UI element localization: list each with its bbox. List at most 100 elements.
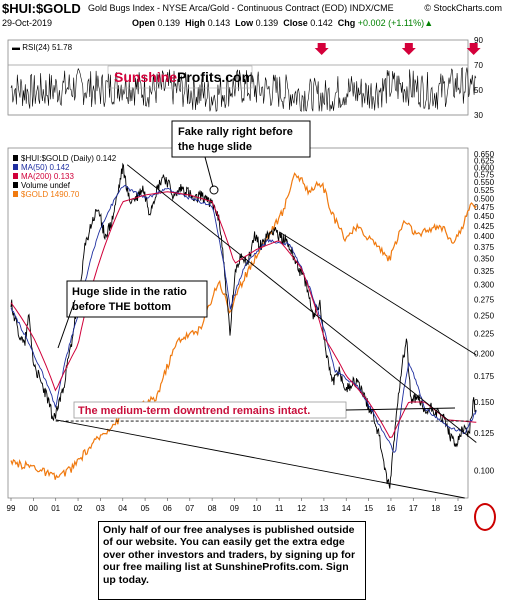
huge-slide-pointer [57,299,76,349]
legend-entry-4: $GOLD 1490.70 [21,190,80,199]
xtick-label-19: 18 [431,504,440,513]
low-value: 0.139 [255,18,279,28]
legend-swatch-2 [13,173,18,179]
main-ytick-15: 0.275 [474,295,495,304]
legend-swatch-1 [13,164,18,170]
chart-symbol: $HUI:$GOLD [2,1,81,16]
ohlc-readout: Open 0.139 High 0.143 Low 0.139 Close 0.… [132,18,433,28]
xtick-label-1: 00 [29,504,38,513]
rsi-down-arrow-icon-0 [314,43,329,55]
trendline-0 [126,164,477,443]
main-ytick-1: 0.625 [474,157,495,166]
price-line [10,162,477,489]
main-ytick-7: 0.475 [474,203,495,212]
xtick-label-14: 13 [319,504,328,513]
legend-entry-3: Volume undef [21,181,71,190]
fake-rally-pointer [204,156,214,188]
xtick-label-18: 17 [409,504,418,513]
gold-line [10,172,477,480]
promo-footer-text: Only half of our free analyses is publis… [98,521,366,600]
main-ytick-12: 0.350 [474,255,495,264]
ma50-line [10,184,477,453]
high-value: 0.143 [207,18,231,28]
xtick-label-12: 11 [275,504,284,513]
main-ytick-13: 0.325 [474,267,495,276]
downtrend-label: The medium-term downtrend remains intact… [78,405,310,417]
trendline-2 [278,231,477,356]
fake-rally-line2: the huge slide [178,141,252,153]
rsi-ytick-1: 70 [474,61,483,70]
rsi-down-arrow-icon-2 [466,43,481,55]
fake-rally-line1: Fake rally right before [178,126,293,138]
legend-swatch-4 [13,191,18,197]
xtick-label-7: 06 [163,504,172,513]
rsi-line [10,67,477,113]
main-panel: 0.6500.6250.6000.5750.5500.5250.5000.475… [7,150,495,513]
watermark-part1: Sunshine [114,69,177,85]
huge-slide-line2: before THE bottom [72,301,171,313]
watermark-box [107,65,253,89]
legend-swatch-0 [13,155,18,161]
rsi-ytick-3: 30 [474,111,483,120]
chg-up-icon: ▲ [424,18,434,28]
main-panel-frame [7,147,469,499]
main-ytick-20: 0.150 [474,398,495,407]
legend-entry-2: MA(200) 0.133 [21,172,74,181]
main-ytick-4: 0.550 [474,178,495,187]
xtick-label-8: 07 [185,504,194,513]
main-ytick-21: 0.125 [474,429,495,438]
rsi-ytick-0: 90 [474,36,483,45]
main-ytick-5: 0.525 [474,186,495,195]
xtick-label-2: 01 [51,504,60,513]
watermark-logo: SunshineProfits.com [114,69,254,85]
huge-slide-box [66,280,208,318]
rsi-down-arrow-icon-1 [401,43,416,55]
xtick-label-20: 19 [454,504,463,513]
xtick-label-9: 08 [208,504,217,513]
chg-label: Chg [337,18,356,28]
close-value: 0.142 [310,18,333,28]
huge-slide-line1: Huge slide in the ratio [72,286,187,298]
chart-header: $HUI:$GOLD Gold Bugs Index - NYSE Arca/G… [2,1,504,31]
legend-swatch-3 [13,182,18,188]
main-ytick-14: 0.300 [474,281,495,290]
main-ytick-10: 0.400 [474,232,495,241]
main-ytick-9: 0.425 [474,222,495,231]
xtick-label-6: 05 [141,504,150,513]
open-label: Open [132,18,156,28]
xtick-label-5: 04 [118,504,127,513]
chart-date: 29-Oct-2019 [2,18,53,28]
xtick-label-16: 15 [364,504,373,513]
legend-entry-0: $HUI:$GOLD (Daily) 0.142 [21,154,117,163]
main-ytick-8: 0.450 [474,212,495,221]
fake-rally-box [171,120,311,158]
rsi-label: ▬ RSI(24) 51.78 [12,43,73,52]
main-ytick-16: 0.250 [474,312,495,321]
stockcharts-brand[interactable]: © StockCharts.com [424,3,502,13]
xtick-label-15: 14 [342,504,351,513]
rsi-panel: 90 70 50 30 ▬ RSI(24) 51.78 [8,36,483,120]
close-label: Close [283,18,308,28]
main-ytick-11: 0.375 [474,243,495,252]
main-ytick-6: 0.500 [474,194,495,203]
main-ytick-19: 0.175 [474,372,495,381]
rsi-ytick-2: 50 [474,86,483,95]
chart-description: Gold Bugs Index - NYSE Arca/Gold - Conti… [88,3,394,13]
xtick-label-10: 09 [230,504,239,513]
xtick-label-13: 12 [297,504,306,513]
watermark-part2: Profits.com [177,69,254,85]
xtick-label-11: 10 [252,504,261,513]
main-ytick-0: 0.650 [474,150,495,159]
main-ytick-3: 0.575 [474,171,495,180]
main-ytick-17: 0.225 [474,329,495,338]
main-ytick-18: 0.200 [474,349,495,358]
highlight-circle [474,503,496,531]
xtick-label-17: 16 [386,504,395,513]
main-ytick-22: 0.100 [474,467,495,476]
high-label: High [185,18,206,28]
open-value: 0.139 [157,18,181,28]
downtrend-pointer [345,407,456,411]
xtick-label-3: 02 [74,504,83,513]
